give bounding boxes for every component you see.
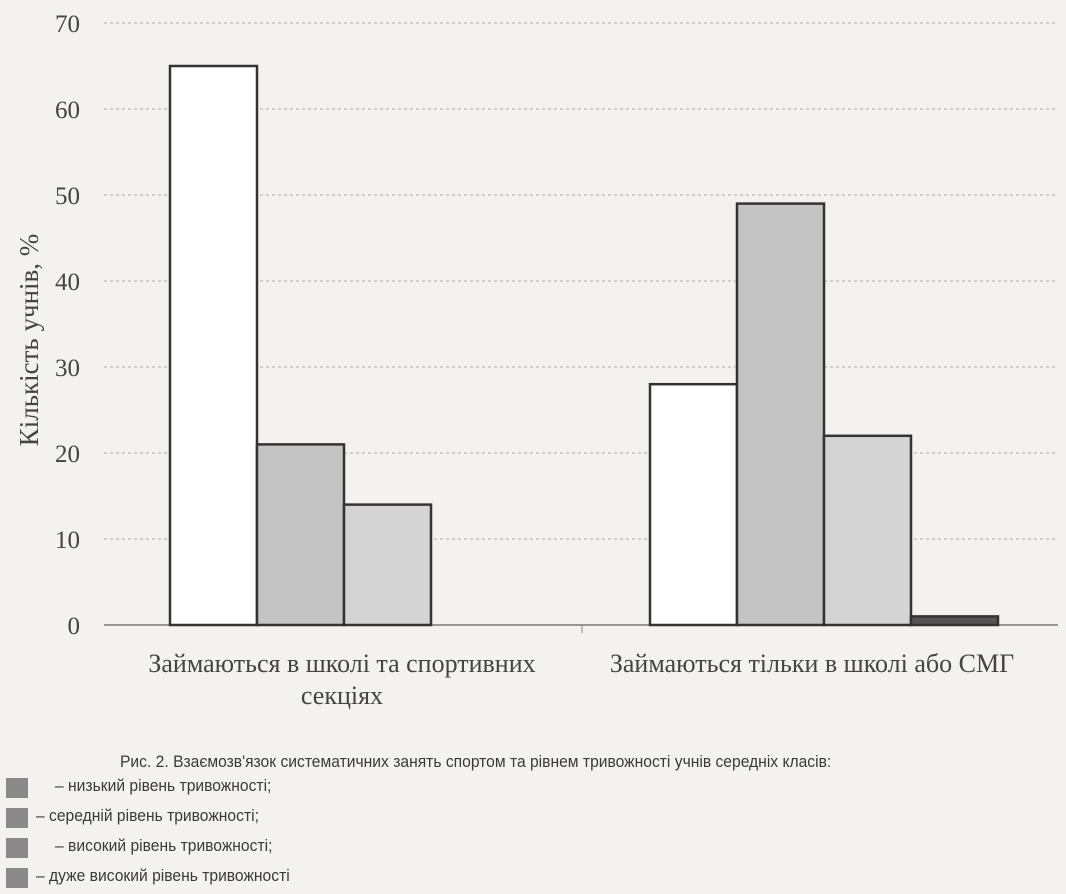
y-tick-label: 60 — [55, 97, 80, 124]
bar — [822, 434, 913, 627]
bar — [342, 503, 433, 627]
legend-swatch — [6, 808, 28, 828]
bars — [168, 64, 1000, 627]
y-tick-label: 20 — [55, 441, 80, 468]
figure-caption: Рис. 2. Взаємозв'язок систематичних заня… — [120, 752, 832, 771]
legend-swatch — [6, 838, 28, 858]
legend-entry: – дуже високий рівень тривожності — [36, 866, 290, 885]
bar — [648, 382, 739, 627]
y-tick-labels: 0 10 20 30 40 50 60 70 — [55, 11, 80, 640]
bar-chart: 0 10 20 30 40 50 60 70 Займаються в школі та сп… — [14, 11, 1058, 710]
y-tick-label: 50 — [55, 183, 80, 210]
y-axis-label: Кількість учнів, % — [14, 234, 44, 447]
legend-swatch — [6, 868, 28, 888]
y-tick-label: 30 — [55, 355, 80, 382]
legend-swatch — [6, 778, 28, 798]
category-label: Займаються тільки в школі або СМГ — [610, 649, 1014, 678]
bar — [255, 443, 346, 627]
y-tick-label: 40 — [55, 269, 80, 296]
bar — [735, 202, 826, 627]
legend-entry: – низький рівень тривожності; — [55, 776, 272, 795]
y-tick-label: 10 — [55, 527, 80, 554]
category-labels: Займаються в школі та спортивних секціях З… — [148, 649, 1014, 710]
category-label: секціях — [301, 681, 383, 710]
y-tick-label: 70 — [55, 11, 80, 38]
bar — [909, 615, 1000, 627]
category-label: Займаються в школі та спортивних — [148, 649, 535, 678]
legend-entry: – високий рівень тривожності; — [55, 836, 273, 855]
legend-entry: – середній рівень тривожності; — [36, 806, 259, 825]
y-tick-label: 0 — [68, 613, 81, 640]
bar — [168, 64, 259, 627]
